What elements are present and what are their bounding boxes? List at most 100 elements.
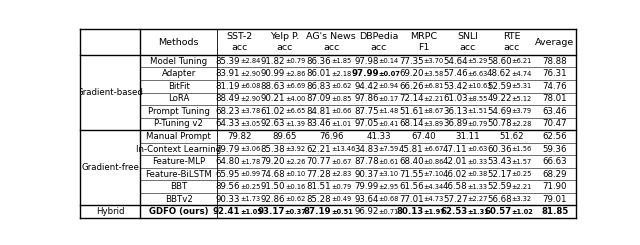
Text: 46.58: 46.58 (443, 182, 468, 191)
Text: 91.82: 91.82 (260, 57, 285, 66)
Text: ±0.10: ±0.10 (285, 171, 305, 177)
Text: P-Tuning v2: P-Tuning v2 (154, 119, 203, 128)
Text: 60.57: 60.57 (484, 207, 511, 216)
Text: 89.65: 89.65 (273, 132, 297, 141)
Text: 78.88: 78.88 (543, 57, 567, 66)
Text: 74.76: 74.76 (543, 82, 567, 91)
Text: Manual Prompt: Manual Prompt (146, 132, 211, 141)
Text: 76.31: 76.31 (543, 69, 567, 78)
Text: ±0.16: ±0.16 (285, 184, 305, 190)
Text: ±3.92: ±3.92 (285, 146, 305, 152)
Text: ±1.78: ±1.78 (240, 159, 260, 165)
Text: 93.17: 93.17 (257, 207, 285, 216)
Text: 97.98: 97.98 (355, 57, 379, 66)
Text: ±6.65: ±6.65 (285, 108, 305, 114)
Text: ±6.21: ±6.21 (511, 58, 532, 64)
Text: ±5.31: ±5.31 (511, 83, 532, 89)
Text: ±2.26: ±2.26 (285, 159, 305, 165)
Text: 59.36: 59.36 (543, 145, 567, 154)
Text: 81.51: 81.51 (307, 182, 332, 191)
Text: 86.01: 86.01 (307, 69, 332, 78)
Text: 92.86: 92.86 (260, 195, 285, 204)
Text: ±3.79: ±3.79 (511, 108, 532, 114)
Text: 83.46: 83.46 (307, 119, 332, 128)
Text: 78.01: 78.01 (543, 94, 567, 103)
Text: 53.43: 53.43 (487, 157, 511, 166)
Text: 85.39: 85.39 (216, 57, 240, 66)
Text: ±0.62: ±0.62 (332, 83, 352, 89)
Text: 87.19: 87.19 (304, 207, 332, 216)
Text: 81.19: 81.19 (216, 82, 240, 91)
Text: 87.78: 87.78 (354, 157, 379, 166)
Text: 97.99: 97.99 (351, 69, 379, 78)
Text: ±1.31: ±1.31 (468, 209, 490, 215)
Text: GDFO (ours): GDFO (ours) (149, 207, 209, 216)
Text: 45.81: 45.81 (399, 145, 424, 154)
Text: 62.53: 62.53 (440, 207, 468, 216)
Text: 71.55: 71.55 (399, 170, 424, 179)
Text: ±3.06: ±3.06 (240, 146, 260, 152)
Text: ±0.94: ±0.94 (379, 83, 399, 89)
Text: ±13.46: ±13.46 (332, 146, 356, 152)
Text: 52.59: 52.59 (487, 82, 511, 91)
Text: 62.56: 62.56 (543, 132, 567, 141)
Text: ±6.08: ±6.08 (240, 83, 260, 89)
Text: ±0.62: ±0.62 (285, 196, 305, 202)
Text: ±5.29: ±5.29 (468, 58, 488, 64)
Text: 52.17: 52.17 (487, 170, 511, 179)
Text: ±3.10: ±3.10 (379, 171, 399, 177)
Text: ±2.83: ±2.83 (332, 171, 351, 177)
Text: 60.36: 60.36 (487, 145, 511, 154)
Text: 49.22: 49.22 (487, 94, 511, 103)
Text: 63.46: 63.46 (543, 107, 567, 116)
Text: ±2.84: ±2.84 (240, 58, 260, 64)
Text: ±4.00: ±4.00 (285, 96, 305, 102)
Text: 92.63: 92.63 (260, 119, 285, 128)
Text: ±0.79: ±0.79 (468, 121, 488, 127)
Text: ±3.89: ±3.89 (424, 121, 444, 127)
Text: ±0.51: ±0.51 (332, 209, 353, 215)
Text: ±6.67: ±6.67 (424, 146, 444, 152)
Text: ±2.86: ±2.86 (285, 71, 305, 77)
Text: 46.02: 46.02 (443, 170, 468, 179)
Text: Average: Average (535, 38, 575, 47)
Text: ±0.63: ±0.63 (468, 146, 488, 152)
Text: AG's News
acc: AG's News acc (307, 32, 356, 52)
Text: 79.20: 79.20 (260, 157, 285, 166)
Text: ±7.59: ±7.59 (379, 146, 399, 152)
Text: 85.28: 85.28 (307, 195, 332, 204)
Text: 68.14: 68.14 (399, 119, 424, 128)
Text: ±0.07: ±0.07 (379, 71, 401, 77)
Text: ±0.41: ±0.41 (379, 121, 399, 127)
Text: 64.80: 64.80 (215, 157, 240, 166)
Text: ±1.01: ±1.01 (332, 121, 351, 127)
Text: ±4.34: ±4.34 (424, 184, 444, 190)
Text: 88.63: 88.63 (260, 82, 285, 91)
Text: 62.21: 62.21 (307, 145, 332, 154)
Text: 65.95: 65.95 (216, 170, 240, 179)
Text: 91.50: 91.50 (260, 182, 285, 191)
Text: Hybrid: Hybrid (96, 207, 124, 216)
Text: ±4.74: ±4.74 (511, 71, 532, 77)
Text: ±0.14: ±0.14 (379, 58, 399, 64)
Text: LoRA: LoRA (168, 94, 189, 103)
Text: 64.33: 64.33 (215, 119, 240, 128)
Text: 71.90: 71.90 (543, 182, 567, 191)
Text: 97.86: 97.86 (354, 94, 379, 103)
Text: ±1.05: ±1.05 (240, 209, 262, 215)
Text: ±0.68: ±0.68 (379, 196, 399, 202)
Text: 54.64: 54.64 (443, 57, 468, 66)
Text: 90.37: 90.37 (354, 170, 379, 179)
Text: 66.63: 66.63 (543, 157, 567, 166)
Text: ±2.18: ±2.18 (332, 71, 351, 77)
Text: 85.38: 85.38 (260, 145, 285, 154)
Text: ±0.38: ±0.38 (468, 171, 488, 177)
Text: 79.99: 79.99 (355, 182, 379, 191)
Text: 68.23: 68.23 (215, 107, 240, 116)
Text: ±0.85: ±0.85 (332, 96, 352, 102)
Text: ±6.81: ±6.81 (424, 83, 444, 89)
Text: ±3.05: ±3.05 (240, 121, 260, 127)
Text: 70.77: 70.77 (307, 157, 332, 166)
Text: 56.68: 56.68 (487, 195, 511, 204)
Text: ±0.79: ±0.79 (285, 58, 305, 64)
